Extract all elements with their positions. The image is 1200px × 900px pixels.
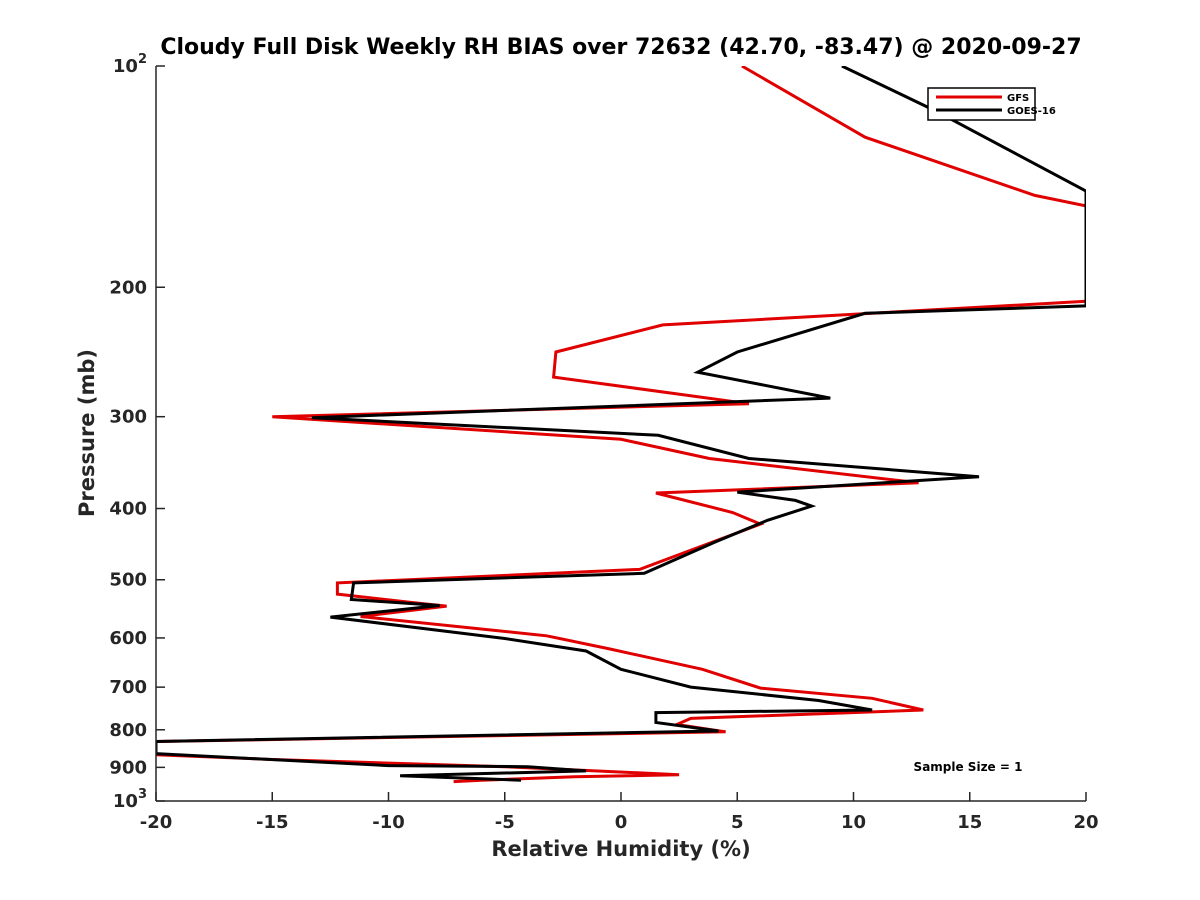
legend: GFS GOES-16 <box>927 87 1056 121</box>
x-tick-label: 20 <box>1073 812 1098 833</box>
chart-title: Cloudy Full Disk Weekly RH BIAS over 726… <box>160 35 1081 60</box>
y-tick-label: 900 <box>109 757 147 778</box>
x-tick-label: 10 <box>841 812 866 833</box>
y-tick-label: 103 <box>113 787 147 812</box>
x-axis-label: Relative Humidity (%) <box>491 837 750 861</box>
y-tick-label: 400 <box>109 499 147 520</box>
series-layer <box>156 66 1086 784</box>
x-tick-label: 15 <box>957 812 982 833</box>
x-tick-label: -20 <box>140 812 173 833</box>
legend-label: GFS <box>1007 93 1029 104</box>
y-tick-label: 600 <box>109 628 147 649</box>
legend-box <box>927 87 1036 121</box>
y-tick-label: 102 <box>113 52 147 77</box>
x-tick-label: -15 <box>256 812 289 833</box>
sample-size-annotation: Sample Size = 1 <box>914 760 1023 774</box>
x-tick-label: 5 <box>731 812 744 833</box>
legend-label: GOES-16 <box>1007 106 1056 117</box>
y-tick-label: 300 <box>109 407 147 428</box>
series-line-goes-16 <box>156 66 1086 782</box>
y-tick-label: 700 <box>109 677 147 698</box>
y-tick-label: 200 <box>109 277 147 298</box>
y-tick-label: 800 <box>109 720 147 741</box>
y-axis-label: Pressure (mb) <box>75 349 99 517</box>
x-tick-label: -10 <box>372 812 405 833</box>
x-tick-label: -5 <box>495 812 515 833</box>
y-axis: 102 200 300 400 500 600 700 800 900 103 <box>109 52 165 812</box>
x-tick-label: 0 <box>615 812 628 833</box>
x-axis: -20 -15 -10 -5 0 5 10 15 20 <box>140 792 1099 833</box>
y-tick-label: 500 <box>109 570 147 591</box>
